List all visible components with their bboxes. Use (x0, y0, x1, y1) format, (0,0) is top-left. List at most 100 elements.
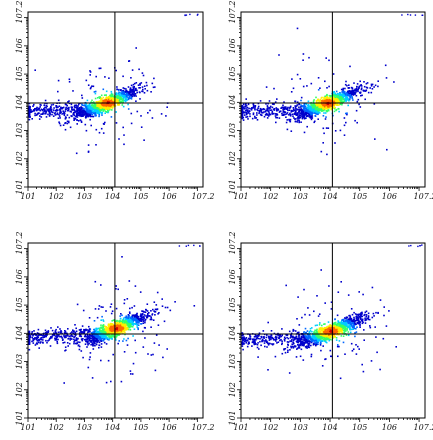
data-point (361, 94, 363, 97)
data-point (346, 84, 348, 87)
data-point (303, 107, 305, 110)
data-point (80, 335, 83, 338)
data-point (285, 106, 287, 108)
data-point (305, 103, 308, 106)
data-point (88, 107, 91, 109)
data-point (335, 104, 338, 106)
data-point (124, 331, 126, 334)
data-point (303, 105, 305, 108)
data-point (55, 105, 57, 107)
data-point (329, 100, 331, 103)
data-point (55, 337, 58, 339)
data-point (139, 291, 142, 293)
data-point (89, 110, 91, 113)
x-tick-label: 105 (133, 423, 148, 432)
data-point (311, 109, 313, 111)
data-point (337, 93, 340, 95)
data-point (107, 334, 110, 336)
data-point (126, 92, 128, 95)
data-point (100, 329, 102, 332)
data-point (72, 112, 75, 114)
data-point (35, 342, 38, 345)
y-tick-label: 105 (15, 297, 24, 312)
data-point (97, 103, 100, 105)
data-point (100, 319, 102, 321)
data-point (44, 110, 46, 112)
data-point (351, 87, 354, 89)
data-point (96, 316, 99, 319)
data-point (45, 334, 48, 336)
data-point (74, 111, 76, 114)
data-point (102, 319, 104, 321)
data-point (117, 325, 119, 328)
data-point (309, 105, 311, 108)
data-point (135, 320, 138, 323)
data-point (324, 108, 326, 110)
data-point (271, 112, 273, 114)
data-point (117, 324, 120, 327)
data-point (44, 331, 47, 334)
data-point (300, 104, 302, 106)
data-point (94, 97, 97, 100)
data-point (129, 93, 132, 96)
data-point (140, 314, 142, 316)
data-point (130, 96, 133, 98)
data-point (258, 112, 260, 115)
data-point (64, 336, 66, 339)
data-point (300, 105, 303, 107)
y-tick-label: 102 (228, 151, 237, 166)
data-point (314, 106, 316, 109)
data-point (364, 322, 367, 324)
data-point (28, 341, 31, 343)
data-point (106, 100, 109, 102)
data-point (374, 138, 376, 140)
data-point (132, 324, 135, 326)
data-point (78, 107, 81, 109)
data-point (40, 108, 43, 111)
data-point (76, 109, 79, 112)
y-tick-label: 103 (15, 354, 24, 369)
data-point (47, 340, 49, 342)
data-point (80, 108, 82, 110)
data-point (65, 336, 67, 339)
data-point (56, 112, 59, 114)
data-point (125, 324, 128, 326)
data-point (320, 110, 323, 112)
data-point (110, 322, 112, 325)
data-point (102, 132, 105, 134)
data-point (242, 103, 245, 106)
data-point (82, 338, 84, 340)
data-point (298, 113, 301, 115)
data-point (114, 93, 117, 95)
data-point (50, 336, 52, 338)
data-point (130, 318, 133, 320)
data-point (304, 105, 307, 108)
data-point (107, 97, 110, 100)
data-point (115, 101, 117, 103)
data-point (35, 337, 38, 339)
data-point (244, 110, 247, 112)
data-point (99, 327, 101, 329)
data-point (346, 93, 349, 95)
data-point (69, 335, 72, 337)
data-point (109, 96, 111, 99)
data-point (120, 101, 122, 103)
data-point (60, 335, 63, 338)
data-point (375, 311, 377, 314)
data-point (111, 325, 113, 328)
data-point (319, 98, 322, 101)
data-point (51, 113, 53, 116)
data-point (108, 109, 110, 111)
data-point (363, 81, 365, 83)
data-point (79, 119, 82, 121)
data-point (345, 112, 347, 115)
data-point (247, 337, 250, 340)
data-point (61, 339, 64, 341)
data-point (64, 128, 67, 131)
data-point (352, 89, 355, 92)
data-point (74, 335, 76, 338)
y-tick-label: 104 (15, 95, 24, 110)
data-point (311, 117, 314, 119)
data-point (327, 109, 330, 112)
data-point (80, 328, 82, 331)
